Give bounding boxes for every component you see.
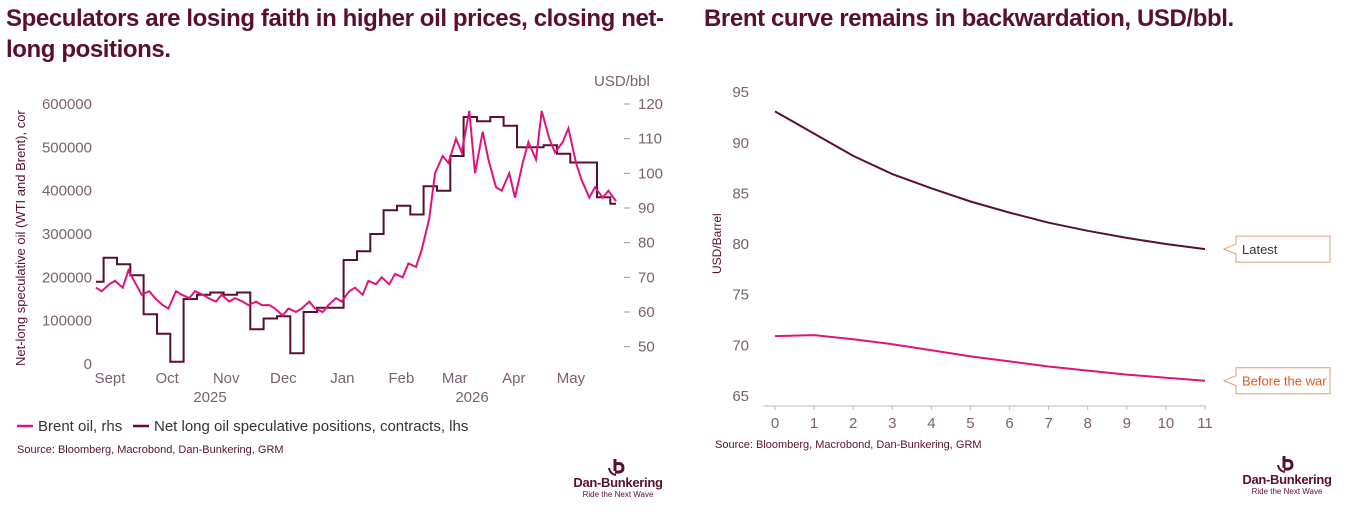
- y-axis-label: Net-long speculative oil (WTI and Brent)…: [13, 110, 28, 366]
- logo-tagline: Ride the Next Wave: [1251, 487, 1323, 496]
- series-line-brent: [95, 110, 617, 317]
- right-source-note: Source: Bloomberg, Macrobond, Dan-Bunker…: [715, 439, 982, 451]
- y-tick-label: 100000: [42, 313, 92, 330]
- x-tick-label: 9: [1123, 415, 1131, 432]
- x-tick-label: 4: [927, 415, 935, 432]
- x-tick-label: 11: [1197, 415, 1213, 432]
- y-tick-label: 80: [732, 236, 749, 253]
- x-tick-label: Apr: [502, 370, 525, 387]
- callout-latest-label: Latest: [1242, 242, 1278, 257]
- y-right-tick-label: 80: [638, 235, 655, 252]
- y-axis-label: USD/Barrel: [710, 213, 724, 274]
- left-chart: 0 100000 200000 300000 400000 500000 600000 50 6…: [13, 73, 663, 435]
- x-tick-label: 7: [1044, 415, 1052, 432]
- y-right-tick-label: 120: [638, 96, 663, 113]
- logo-tagline: Ride the Next Wave: [582, 490, 654, 499]
- left-source-note: Source: Bloomberg, Macrobond, Dan-Bunker…: [17, 444, 284, 456]
- x-tick-label: 3: [888, 415, 896, 432]
- x-tick-label: Jan: [330, 370, 354, 387]
- series-line-net-long-positions: [96, 116, 616, 363]
- logo-name: Dan-Bunkering: [1242, 472, 1332, 487]
- right-logo: Dan-Bunkering Ride the Next Wave: [1234, 455, 1340, 497]
- legend-label-positions: Net long oil speculative positions, cont…: [154, 418, 468, 435]
- y-tick-label: 95: [732, 84, 749, 101]
- x-tick-label: 10: [1158, 415, 1175, 432]
- y-tick-label: 300000: [42, 226, 92, 243]
- x-tick-label: May: [557, 370, 586, 387]
- y-right-tick-label: 100: [638, 165, 663, 182]
- y-right-tick-label: 50: [638, 339, 655, 356]
- x-year-label: 2025: [193, 389, 226, 406]
- x-tick-label: Feb: [388, 370, 414, 387]
- y-tick-label: 90: [732, 135, 749, 152]
- x-tick-label: 6: [1005, 415, 1013, 432]
- callout-latest-box: [1222, 235, 1331, 263]
- callout-before-war-label: Before the war: [1242, 374, 1327, 389]
- y-tick-label: 85: [732, 185, 749, 202]
- x-tick-label: Sept: [95, 370, 127, 387]
- logo-name: Dan-Bunkering: [573, 475, 663, 490]
- x-tick-label: 8: [1084, 415, 1092, 432]
- y-tick-label: 0: [84, 356, 92, 373]
- series-line-latest: [774, 110, 1206, 251]
- y-right-axis-label: USD/bbl: [594, 73, 650, 90]
- y-tick-label: 600000: [42, 96, 92, 113]
- y-tick-label: 70: [732, 337, 749, 354]
- y-tick-label: 500000: [42, 139, 92, 156]
- x-tick-label: 5: [966, 415, 974, 432]
- right-chart-title: Brent curve remains in backwardation, US…: [704, 5, 1234, 32]
- right-chart: 65 70 75 80 85 90 95 USD/Barrel 0 1 2 3 4 5 6 7 8 9 10 11 La…: [710, 84, 1331, 432]
- x-tick-label: Mar: [442, 370, 468, 387]
- x-tick-label: Oct: [155, 370, 179, 387]
- series-line-before-war: [774, 334, 1206, 382]
- callout-before-war-box: [1222, 367, 1331, 395]
- y-right-tick-label: 110: [638, 131, 662, 148]
- left-chart-title: Speculators are losing faith in higher o…: [6, 5, 664, 63]
- x-tick-label: Dec: [270, 370, 297, 387]
- y-right-tick-label: 60: [638, 304, 655, 321]
- left-logo: Dan-Bunkering Ride the Next Wave: [565, 458, 671, 500]
- x-tick-label: Nov: [213, 370, 240, 387]
- y-tick-label: 75: [732, 287, 749, 304]
- y-right-tick-label: 90: [638, 200, 655, 217]
- x-tick-label: 2: [849, 415, 857, 432]
- x-tick-label: 1: [810, 415, 818, 432]
- y-tick-label: 65: [732, 388, 749, 405]
- y-right-tick-label: 70: [638, 269, 655, 286]
- x-year-label: 2026: [455, 389, 488, 406]
- x-tick-label: 0: [771, 415, 779, 432]
- dan-bunkering-logo-icon: [608, 459, 625, 476]
- legend-label-brent: Brent oil, rhs: [38, 418, 122, 435]
- y-tick-label: 400000: [42, 183, 92, 200]
- dan-bunkering-logo-icon: [1277, 456, 1294, 473]
- y-tick-label: 200000: [42, 269, 92, 286]
